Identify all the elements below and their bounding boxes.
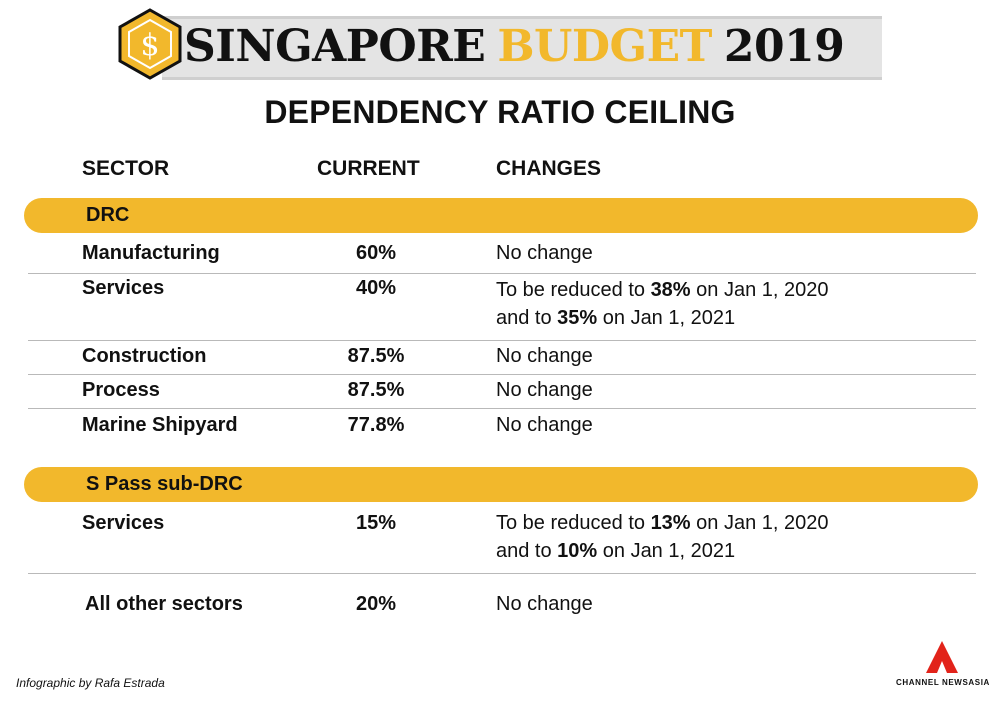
- current-ratio: 40%: [355, 277, 397, 299]
- current-ratio: 87.5%: [347, 345, 405, 367]
- change-text: To be reduced to 13% on Jan 1, 2020 and …: [496, 512, 829, 562]
- sector-name: All other sectors: [85, 593, 243, 615]
- change-text: To be reduced to 38% on Jan 1, 2020 and …: [496, 279, 829, 329]
- infographic-credit: Infographic by Rafa Estrada: [16, 676, 165, 690]
- section-band-s-pass: S Pass sub-DRC: [24, 467, 978, 502]
- sector-name: Services: [82, 512, 165, 534]
- table-row: Services 15% To be reduced to 13% on Jan…: [28, 507, 976, 574]
- section-band-drc: DRC: [24, 198, 978, 233]
- sector-name: Services: [82, 277, 165, 299]
- change-text: No change: [496, 379, 593, 401]
- hexagon-dollar-icon: $: [118, 8, 182, 80]
- budget-banner: $ SINGAPORE BUDGET 2019: [114, 8, 882, 80]
- table-row: Services 40% To be reduced to 38% on Jan…: [28, 273, 976, 341]
- table-row: Manufacturing 60% No change: [28, 238, 976, 274]
- banner-word-singapore: SINGAPORE: [184, 21, 486, 72]
- banner-word-budget: BUDGET: [497, 21, 712, 72]
- cna-triangle-icon: [926, 641, 958, 673]
- column-header-sector: SECTOR: [82, 157, 170, 180]
- current-ratio: 77.8%: [347, 414, 405, 436]
- sector-name: Marine Shipyard: [82, 414, 238, 436]
- brand-name: CHANNEL NEWSASIA: [896, 678, 990, 687]
- channel-newsasia-logo: CHANNEL NEWSASIA: [896, 640, 990, 696]
- banner-title: SINGAPORE BUDGET 2019: [184, 18, 845, 76]
- column-header-current: CURRENT: [317, 157, 420, 180]
- sector-name: Manufacturing: [82, 242, 220, 264]
- column-header-changes: CHANGES: [496, 157, 602, 180]
- change-text: No change: [496, 414, 593, 436]
- change-text: No change: [496, 242, 593, 264]
- current-ratio: 60%: [355, 242, 397, 264]
- table-row: All other sectors 20% No change: [28, 588, 976, 624]
- page-title: DEPENDENCY RATIO CEILING: [264, 94, 736, 130]
- table-row: Process 87.5% No change: [28, 374, 976, 409]
- sector-name: Construction: [82, 345, 207, 367]
- sector-name: Process: [82, 379, 160, 401]
- banner-strip: [162, 16, 882, 80]
- table-row: Construction 87.5% No change: [28, 340, 976, 375]
- current-ratio: 87.5%: [347, 379, 405, 401]
- section-label: S Pass sub-DRC: [86, 473, 243, 495]
- current-ratio: 20%: [355, 593, 397, 615]
- current-ratio: 15%: [355, 512, 397, 534]
- table-row: Marine Shipyard 77.8% No change: [28, 408, 976, 444]
- change-text: No change: [496, 593, 593, 615]
- change-text: No change: [496, 345, 593, 367]
- section-label: DRC: [86, 204, 130, 226]
- dollar-symbol: $: [140, 28, 159, 63]
- banner-word-year: 2019: [723, 21, 845, 72]
